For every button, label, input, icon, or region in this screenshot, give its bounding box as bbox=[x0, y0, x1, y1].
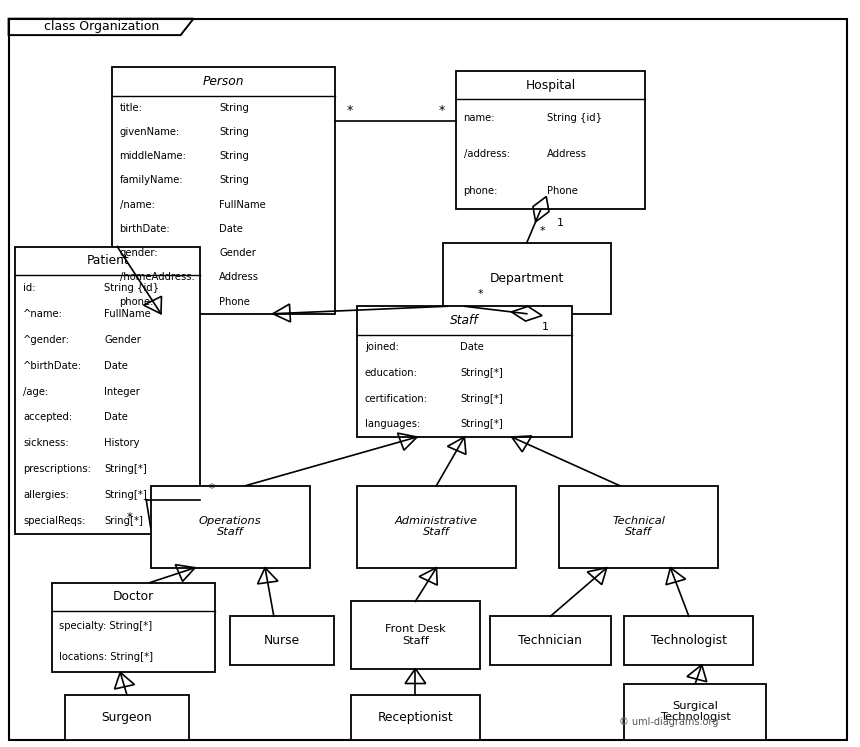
Bar bbox=[230, 616, 334, 665]
Bar bbox=[559, 486, 718, 568]
Bar bbox=[52, 583, 215, 672]
Text: Department: Department bbox=[489, 272, 564, 285]
Text: *: * bbox=[540, 226, 545, 236]
Text: History: History bbox=[104, 438, 139, 448]
Text: Address: Address bbox=[219, 273, 259, 282]
Text: specialty: String[*]: specialty: String[*] bbox=[59, 622, 152, 631]
Bar bbox=[357, 306, 572, 437]
Text: Date: Date bbox=[104, 361, 128, 371]
Text: String[*]: String[*] bbox=[460, 419, 503, 430]
Text: *: * bbox=[126, 511, 132, 524]
Text: String[*]: String[*] bbox=[460, 368, 503, 378]
Text: String: String bbox=[219, 151, 249, 161]
Text: Front Desk
Staff: Front Desk Staff bbox=[385, 624, 445, 645]
Text: ^name:: ^name: bbox=[23, 309, 63, 319]
Bar bbox=[351, 601, 480, 669]
Bar bbox=[490, 616, 611, 665]
Text: /age:: /age: bbox=[23, 386, 48, 397]
Text: *: * bbox=[347, 104, 353, 117]
Text: String[*]: String[*] bbox=[104, 490, 147, 500]
Text: /name:: /name: bbox=[120, 199, 155, 210]
Text: Surgeon: Surgeon bbox=[101, 710, 152, 724]
Text: class Organization: class Organization bbox=[44, 20, 159, 34]
Bar bbox=[351, 695, 480, 740]
Text: Person: Person bbox=[203, 75, 244, 88]
Text: Operations
Staff: Operations Staff bbox=[199, 516, 261, 537]
Text: givenName:: givenName: bbox=[120, 127, 180, 137]
Text: 1: 1 bbox=[543, 322, 550, 332]
Text: Date: Date bbox=[460, 342, 484, 353]
Text: String {id}: String {id} bbox=[547, 113, 602, 123]
Text: Patient: Patient bbox=[87, 254, 129, 267]
Text: Technician: Technician bbox=[519, 634, 582, 647]
Text: *: * bbox=[439, 104, 445, 117]
Text: String: String bbox=[219, 176, 249, 185]
Text: Administrative
Staff: Administrative Staff bbox=[395, 516, 478, 537]
Text: id:: id: bbox=[23, 283, 36, 293]
Text: prescriptions:: prescriptions: bbox=[23, 465, 91, 474]
Text: Sring[*]: Sring[*] bbox=[104, 516, 143, 526]
Text: Staff: Staff bbox=[450, 314, 479, 327]
Text: specialReqs:: specialReqs: bbox=[23, 516, 86, 526]
Text: Phone: Phone bbox=[547, 186, 578, 196]
Text: Gender: Gender bbox=[219, 248, 256, 258]
Text: String {id}: String {id} bbox=[104, 283, 159, 293]
Bar bbox=[112, 67, 335, 314]
Text: String[*]: String[*] bbox=[104, 465, 147, 474]
Text: languages:: languages: bbox=[365, 419, 420, 430]
Bar bbox=[624, 684, 766, 740]
Text: locations: String[*]: locations: String[*] bbox=[59, 652, 153, 662]
Text: *: * bbox=[477, 289, 483, 300]
Text: familyName:: familyName: bbox=[120, 176, 183, 185]
Text: accepted:: accepted: bbox=[23, 412, 72, 423]
Text: Nurse: Nurse bbox=[264, 634, 300, 647]
Text: Address: Address bbox=[547, 149, 587, 159]
Text: *: * bbox=[209, 482, 215, 495]
Text: allergies:: allergies: bbox=[23, 490, 69, 500]
Text: FullName: FullName bbox=[219, 199, 266, 210]
Bar bbox=[624, 616, 753, 665]
Bar bbox=[357, 486, 516, 568]
Text: Integer: Integer bbox=[104, 386, 140, 397]
Text: middleName:: middleName: bbox=[120, 151, 187, 161]
Text: Doctor: Doctor bbox=[113, 590, 154, 604]
Text: ^gender:: ^gender: bbox=[23, 335, 71, 344]
Text: FullName: FullName bbox=[104, 309, 151, 319]
Text: /address:: /address: bbox=[464, 149, 509, 159]
Text: Gender: Gender bbox=[104, 335, 141, 344]
Text: phone:: phone: bbox=[464, 186, 498, 196]
Text: Technologist: Technologist bbox=[651, 634, 727, 647]
Text: education:: education: bbox=[365, 368, 417, 378]
Text: Technical
Staff: Technical Staff bbox=[612, 516, 665, 537]
Text: certification:: certification: bbox=[365, 394, 427, 403]
Text: String[*]: String[*] bbox=[460, 394, 503, 403]
Bar bbox=[64, 695, 189, 740]
Bar bbox=[150, 486, 310, 568]
Text: title:: title: bbox=[120, 103, 143, 113]
Bar bbox=[456, 71, 645, 209]
Text: Phone: Phone bbox=[219, 297, 250, 306]
Text: Receptionist: Receptionist bbox=[378, 710, 453, 724]
Bar bbox=[443, 243, 611, 314]
Text: name:: name: bbox=[464, 113, 495, 123]
Text: String: String bbox=[219, 127, 249, 137]
Text: 1: 1 bbox=[556, 217, 563, 228]
Text: gender:: gender: bbox=[120, 248, 158, 258]
Text: phone:: phone: bbox=[120, 297, 154, 306]
Text: ^birthDate:: ^birthDate: bbox=[23, 361, 83, 371]
Text: Hospital: Hospital bbox=[525, 78, 575, 92]
Text: Surgical
Technologist: Surgical Technologist bbox=[660, 701, 731, 722]
Text: birthDate:: birthDate: bbox=[120, 224, 170, 234]
Text: © uml-diagrams.org: © uml-diagrams.org bbox=[619, 716, 719, 727]
Text: joined:: joined: bbox=[365, 342, 398, 353]
Bar bbox=[15, 247, 200, 534]
Text: /homeAddress:: /homeAddress: bbox=[120, 273, 194, 282]
Text: Date: Date bbox=[104, 412, 128, 423]
Text: sickness:: sickness: bbox=[23, 438, 69, 448]
Text: Date: Date bbox=[219, 224, 243, 234]
Text: String: String bbox=[219, 103, 249, 113]
